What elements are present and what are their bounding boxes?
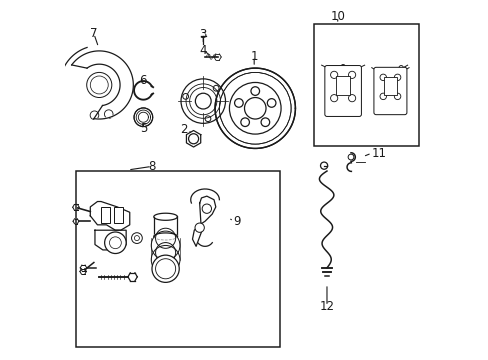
Circle shape <box>348 95 355 102</box>
Circle shape <box>379 93 386 100</box>
Bar <box>383 77 396 95</box>
Circle shape <box>104 232 126 253</box>
Text: 9: 9 <box>233 215 241 228</box>
Text: 8: 8 <box>148 160 155 173</box>
Text: 11: 11 <box>371 147 386 159</box>
Text: 7: 7 <box>90 27 98 40</box>
FancyBboxPatch shape <box>324 66 361 116</box>
Circle shape <box>195 223 204 232</box>
Bar <box>76 171 280 347</box>
Polygon shape <box>186 131 200 147</box>
Text: 10: 10 <box>329 10 345 23</box>
Polygon shape <box>192 196 215 246</box>
Circle shape <box>152 255 179 282</box>
Polygon shape <box>72 51 133 119</box>
Polygon shape <box>95 230 126 250</box>
Bar <box>335 76 349 95</box>
Text: 5: 5 <box>140 122 147 135</box>
Circle shape <box>330 71 337 78</box>
Circle shape <box>379 74 386 81</box>
Polygon shape <box>154 233 177 240</box>
Text: 3: 3 <box>199 28 206 41</box>
Polygon shape <box>215 68 295 148</box>
Text: 12: 12 <box>319 300 334 313</box>
Text: 1: 1 <box>250 50 257 63</box>
Circle shape <box>393 93 400 100</box>
Text: 4: 4 <box>199 44 206 57</box>
Circle shape <box>131 233 142 243</box>
Circle shape <box>393 74 400 81</box>
FancyBboxPatch shape <box>373 67 406 115</box>
Circle shape <box>348 71 355 78</box>
Circle shape <box>330 95 337 102</box>
Bar <box>113 207 122 223</box>
Bar <box>101 207 110 223</box>
Text: 2: 2 <box>180 123 187 136</box>
Bar <box>313 24 418 146</box>
Text: 6: 6 <box>140 74 147 87</box>
Polygon shape <box>154 213 177 220</box>
Polygon shape <box>90 202 129 230</box>
Circle shape <box>202 204 211 213</box>
